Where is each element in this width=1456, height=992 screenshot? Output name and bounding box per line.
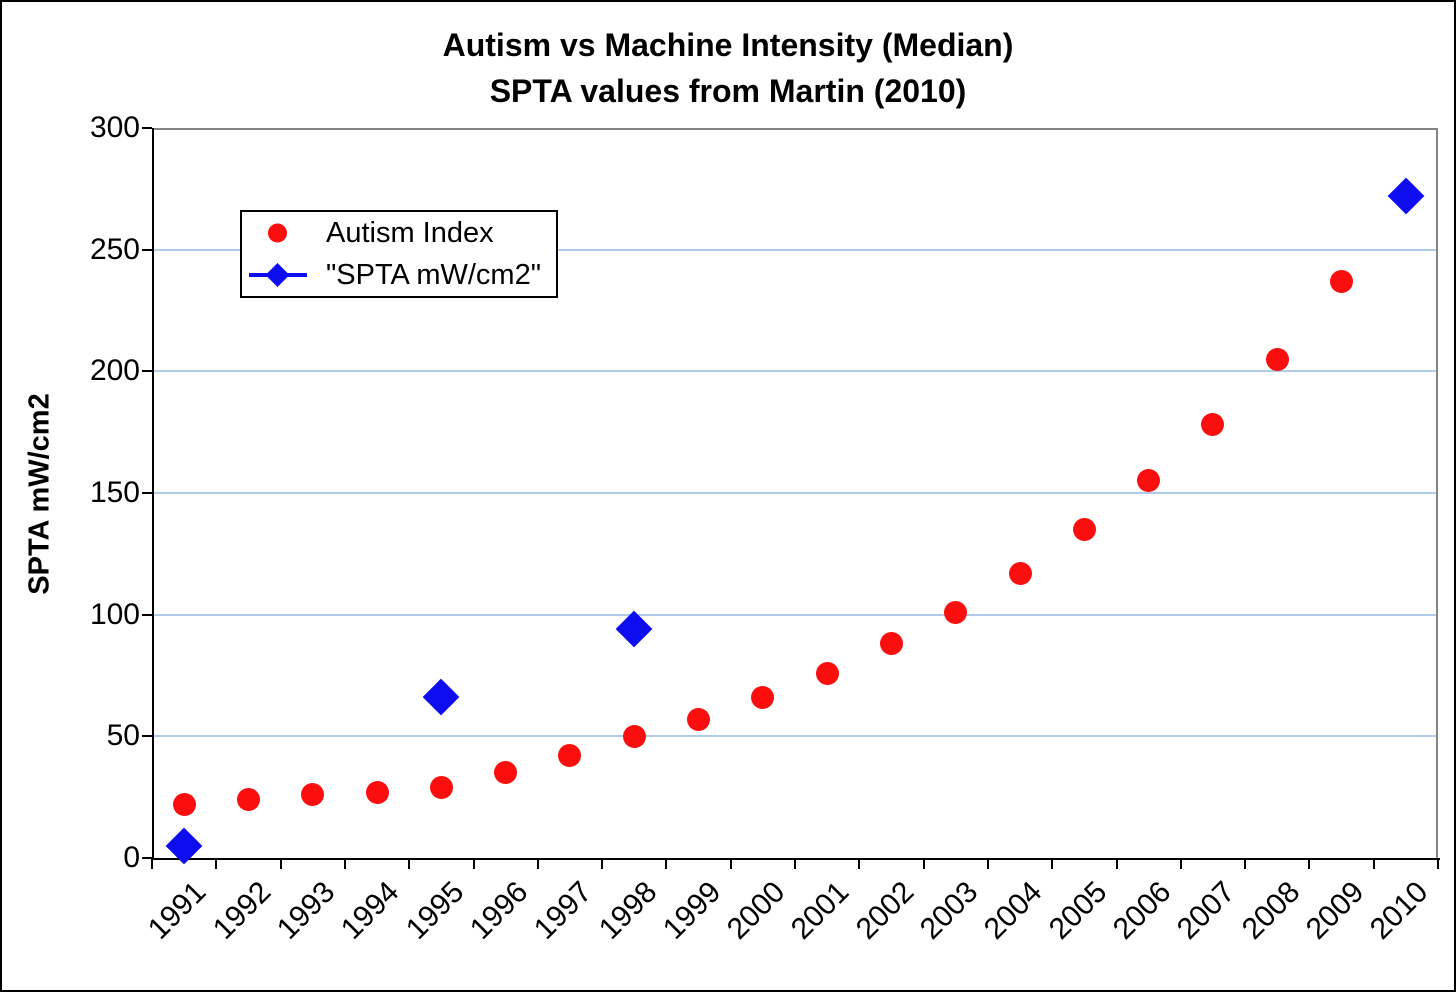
diamond-marker-icon xyxy=(265,262,290,288)
x-tick-mark xyxy=(601,858,604,869)
x-tick-label: 2001 xyxy=(785,875,856,946)
data-point-circle xyxy=(1265,347,1289,371)
data-point-circle xyxy=(687,707,711,731)
y-tick-label: 0 xyxy=(123,841,140,874)
x-tick-label: 2008 xyxy=(1235,875,1306,946)
x-tick-mark xyxy=(1437,858,1439,869)
data-point-circle xyxy=(365,780,389,804)
data-point-circle xyxy=(558,744,582,768)
x-tick-label: 2003 xyxy=(913,875,985,946)
y-tick-mark xyxy=(142,370,152,373)
x-tick-label: 1991 xyxy=(142,875,213,946)
x-tick-label: 1997 xyxy=(528,875,599,946)
x-tick-mark xyxy=(922,858,925,869)
legend-item-spta: "SPTA mW/cm2" xyxy=(242,254,556,296)
x-tick-mark xyxy=(986,858,989,869)
y-gridline xyxy=(152,735,1438,738)
x-axis-line xyxy=(152,858,1440,860)
y-tick-label: 100 xyxy=(89,597,140,631)
x-tick-mark xyxy=(279,858,282,869)
x-tick-mark xyxy=(472,858,475,869)
x-tick-label: 2000 xyxy=(720,875,792,946)
x-tick-label: 1995 xyxy=(399,875,470,946)
plot-border xyxy=(152,128,1438,860)
y-tick-label: 300 xyxy=(89,111,140,144)
legend-marker-area xyxy=(242,254,326,296)
x-tick-label: 2007 xyxy=(1171,875,1242,946)
x-tick-mark xyxy=(729,858,732,869)
y-tick-mark xyxy=(142,857,152,859)
data-point-circle xyxy=(1072,518,1096,541)
y-tick-mark xyxy=(142,735,152,738)
y-tick-mark xyxy=(142,248,152,251)
x-tick-mark xyxy=(858,858,861,869)
data-point-circle xyxy=(236,788,260,812)
data-point-circle xyxy=(301,783,325,807)
chart-title: Autism vs Machine Intensity (Median) SPT… xyxy=(2,22,1454,114)
data-point-circle xyxy=(1201,413,1225,437)
x-tick-mark xyxy=(1051,858,1054,869)
x-tick-mark xyxy=(1372,858,1375,869)
x-tick-mark xyxy=(151,858,153,869)
x-tick-mark xyxy=(408,858,411,869)
y-gridline xyxy=(152,370,1438,373)
x-tick-label: 2002 xyxy=(849,875,921,946)
x-tick-mark xyxy=(1244,858,1247,869)
legend-label-autism-index: Autism Index xyxy=(326,216,494,249)
legend-marker-area xyxy=(242,212,326,254)
x-tick-label: 2006 xyxy=(1106,875,1178,946)
y-axis-title: SPTA mW/cm2 xyxy=(23,393,56,595)
x-tick-mark xyxy=(1308,858,1311,869)
x-tick-label: 2009 xyxy=(1299,875,1371,946)
y-tick-mark xyxy=(142,127,152,129)
y-axis-line xyxy=(152,128,154,860)
legend: Autism Index "SPTA mW/cm2" xyxy=(240,210,558,298)
y-gridline xyxy=(152,613,1438,616)
x-tick-label: 1999 xyxy=(656,875,728,946)
chart-title-line1: Autism vs Machine Intensity (Median) xyxy=(442,27,1014,63)
data-point-circle xyxy=(879,632,903,656)
x-tick-mark xyxy=(536,858,539,869)
y-gridline xyxy=(152,492,1438,494)
data-point-circle xyxy=(1330,269,1354,293)
y-tick-label: 250 xyxy=(89,232,140,266)
chart-title-line2: SPTA values from Martin (2010) xyxy=(489,73,967,109)
x-tick-mark xyxy=(215,858,218,869)
data-point-circle xyxy=(622,724,646,748)
x-tick-label: 2004 xyxy=(978,875,1049,946)
y-tick-label: 50 xyxy=(106,719,140,753)
x-tick-label: 1994 xyxy=(335,875,406,946)
y-tick-label: 150 xyxy=(89,476,140,509)
data-point-circle xyxy=(494,761,518,785)
data-point-circle xyxy=(1008,561,1032,585)
x-tick-mark xyxy=(343,858,346,869)
x-tick-mark xyxy=(1115,858,1118,869)
data-point-circle xyxy=(751,685,775,709)
x-tick-label: 1998 xyxy=(592,875,663,946)
legend-item-autism-index: Autism Index xyxy=(242,212,556,254)
x-tick-label: 1996 xyxy=(463,875,535,946)
y-tick-mark xyxy=(142,613,152,616)
x-tick-mark xyxy=(665,858,668,869)
y-tick-mark xyxy=(142,492,152,494)
data-point-circle xyxy=(172,792,196,816)
data-point-circle xyxy=(429,775,453,799)
x-tick-label: 1993 xyxy=(270,875,342,946)
x-tick-mark xyxy=(794,858,796,869)
y-gridline xyxy=(152,248,1438,251)
x-tick-label: 2010 xyxy=(1363,875,1435,946)
data-point-circle xyxy=(944,600,968,624)
x-tick-label: 2005 xyxy=(1042,875,1113,946)
legend-label-spta: "SPTA mW/cm2" xyxy=(326,258,542,291)
x-tick-mark xyxy=(1179,858,1182,869)
circle-marker-icon xyxy=(268,223,287,243)
y-tick-label: 200 xyxy=(89,354,140,388)
data-point-circle xyxy=(815,661,839,685)
x-tick-label: 1992 xyxy=(206,875,278,946)
data-point-circle xyxy=(1137,469,1161,493)
